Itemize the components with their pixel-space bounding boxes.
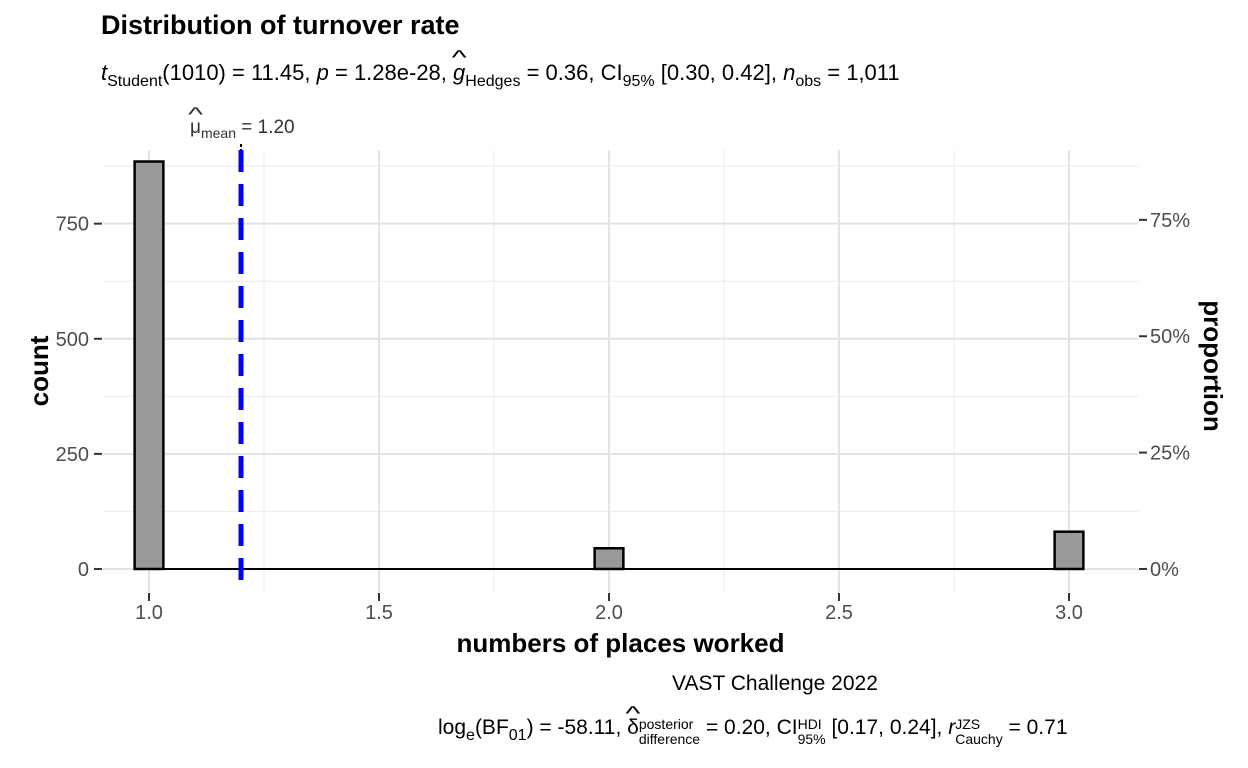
x-tick-label: 3.0	[1055, 602, 1083, 624]
y2-tick-label: 0%	[1150, 559, 1179, 581]
histogram-bar	[593, 547, 625, 571]
y-tick-label: 750	[56, 214, 89, 236]
y-axis-title: count	[24, 335, 54, 406]
y-tick-label: 500	[56, 329, 89, 351]
y2-tick-label: 50%	[1150, 326, 1190, 348]
x-tick-label: 2.0	[595, 602, 623, 624]
mean-label: μmean = 1.20	[190, 117, 295, 140]
x-tick-label: 2.5	[825, 602, 853, 624]
x-tick-label: 1.0	[135, 602, 163, 624]
y2-axis-title: proportion	[1198, 300, 1228, 431]
x-tick-label: 1.5	[365, 602, 393, 624]
chart-source: VAST Challenge 2022	[672, 672, 878, 695]
y-tick-label: 0	[78, 559, 89, 581]
histogram-bar	[133, 160, 165, 571]
chart-title: Distribution of turnover rate	[101, 10, 460, 40]
bayes-caption: loge(BF01) = -58.11, δposteriordifferenc…	[438, 716, 1068, 747]
y2-tick-label: 75%	[1150, 210, 1190, 232]
histogram-bar	[1053, 530, 1085, 571]
y2-tick-label: 25%	[1150, 443, 1190, 465]
y-tick-label: 250	[56, 444, 89, 466]
x-axis-title: numbers of places worked	[457, 628, 785, 658]
chart-subtitle: tStudent(1010) = 11.45, p = 1.28e-28, gH…	[101, 60, 900, 90]
